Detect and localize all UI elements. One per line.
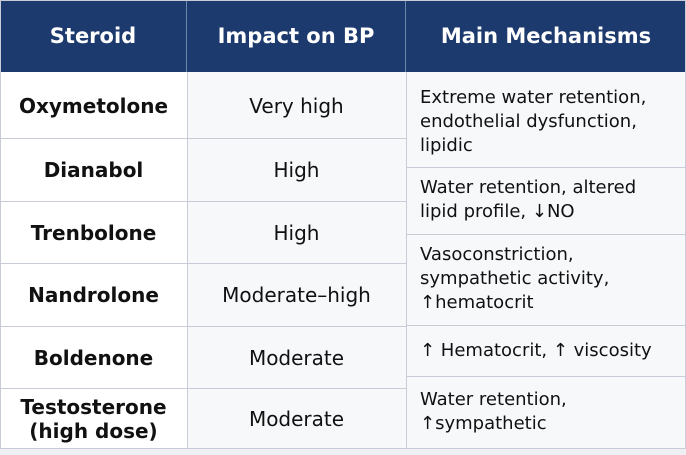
header-impact-on-bp: Impact on BP — [187, 0, 406, 72]
mechanism-cell: ↑ Hematocrit, ↑ viscosity — [420, 340, 652, 361]
mechanism-cell: Vasoconstriction, sympathetic activity, … — [420, 244, 610, 313]
steroid-cell: Trenbolone — [30, 220, 157, 245]
steroid-cell: Dianabol — [43, 158, 144, 182]
impact-cell: Moderate — [248, 407, 345, 431]
row-divider — [0, 263, 406, 264]
steroid-column-bg — [0, 72, 187, 449]
bottom-strip — [0, 449, 686, 455]
mechanism-cell: Water retention, altered lipid profile, … — [420, 177, 637, 222]
steroid-cell: Boldenone — [33, 345, 154, 370]
mechanism-cell: Extreme water retention, endothelial dys… — [420, 87, 647, 156]
header-main-mechanisms: Main Mechanisms — [406, 0, 686, 72]
impact-cell: Moderate — [248, 345, 345, 370]
mechanism-divider — [406, 376, 686, 377]
steroid-cell: Oxymetolone — [18, 93, 169, 118]
mechanism-divider — [406, 325, 686, 326]
impact-cell: Moderate–high — [222, 283, 371, 307]
mechanism-divider — [406, 234, 686, 235]
impact-cell: High — [273, 158, 320, 182]
mechanism-cell: Water retention, ↑sympathetic — [420, 389, 567, 434]
impact-cell: Very high — [249, 93, 344, 118]
row-divider — [0, 201, 406, 202]
column-divider — [187, 72, 188, 449]
steroid-cell: Testosterone (high dose) — [20, 395, 167, 443]
mechanism-column-bg — [406, 72, 686, 449]
steroid-cell: Nandrolone — [28, 283, 159, 307]
row-divider — [0, 326, 406, 327]
row-divider — [0, 388, 406, 389]
header-steroid: Steroid — [0, 0, 187, 72]
row-divider — [0, 138, 406, 139]
mechanism-divider — [406, 167, 686, 168]
column-divider — [406, 72, 407, 449]
impact-cell: High — [273, 220, 320, 245]
impact-column-bg — [187, 72, 406, 449]
